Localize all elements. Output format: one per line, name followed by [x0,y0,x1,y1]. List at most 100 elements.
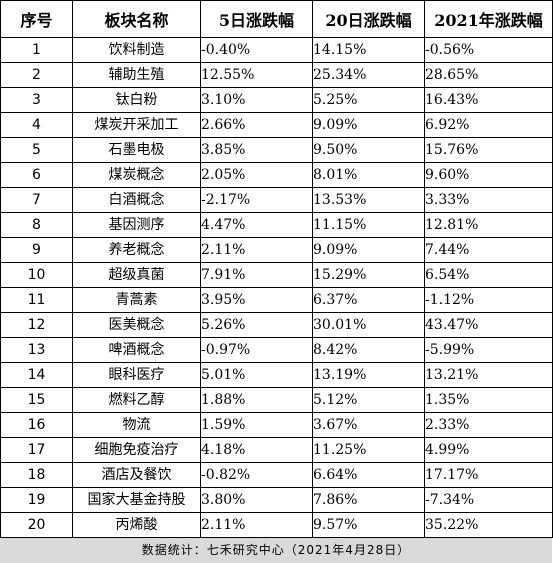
cell-sector-name: 国家大基金持股 [72,487,201,513]
cell-20day-change: 13.19% [312,362,425,388]
cell-5day-change: 3.80% [200,487,313,513]
cell-5day-change: 2.11% [200,512,313,538]
cell-5day-change: 4.47% [200,212,313,238]
cell-20day-change: 15.29% [312,262,425,288]
cell-5day-change: 12.55% [200,62,313,88]
cell-2021-change: -7.34% [424,487,553,513]
cell-seq: 4 [0,112,73,138]
header-row: 序号 板块名称 5日涨跌幅 20日涨跌幅 2021年涨跌幅 [0,0,553,38]
cell-sector-name: 啤酒概念 [72,337,201,363]
cell-20day-change: 9.50% [312,137,425,163]
cell-5day-change: -0.40% [200,37,313,63]
cell-sector-name: 燃料乙醇 [72,387,201,413]
table-row: 14 眼科医疗 5.01% 13.19% 13.21% [0,362,553,388]
table-row: 6 煤炭概念 2.05% 8.01% 9.60% [0,162,553,188]
table-row: 7 白酒概念 -2.17% 13.53% 3.33% [0,187,553,213]
cell-2021-change: 13.21% [424,362,553,388]
cell-20day-change: 3.67% [312,412,425,438]
cell-seq: 16 [0,412,73,438]
cell-sector-name: 基因测序 [72,212,201,238]
cell-20day-change: 9.09% [312,112,425,138]
cell-5day-change: 2.05% [200,162,313,188]
cell-2021-change: 28.65% [424,62,553,88]
cell-sector-name: 白酒概念 [72,187,201,213]
cell-5day-change: 7.91% [200,262,313,288]
sector-performance-table: 序号 板块名称 5日涨跌幅 20日涨跌幅 2021年涨跌幅 1 饮料制造 -0.40… [0,0,553,538]
cell-2021-change: 7.44% [424,237,553,263]
cell-2021-change: 2.33% [424,412,553,438]
cell-20day-change: 8.42% [312,337,425,363]
table-row: 4 煤炭开采加工 2.66% 9.09% 6.92% [0,112,553,138]
cell-5day-change: 1.59% [200,412,313,438]
cell-2021-change: 17.17% [424,462,553,488]
cell-sector-name: 辅助生殖 [72,62,201,88]
cell-sector-name: 养老概念 [72,237,201,263]
cell-20day-change: 7.86% [312,487,425,513]
cell-sector-name: 物流 [72,412,201,438]
cell-sector-name: 超级真菌 [72,262,201,288]
header-sector-name: 板块名称 [72,0,201,38]
header-2021-change: 2021年涨跌幅 [424,0,553,38]
cell-5day-change: 5.26% [200,312,313,338]
cell-sector-name: 细胞免疫治疗 [72,437,201,463]
cell-seq: 19 [0,487,73,513]
cell-2021-change: 6.54% [424,262,553,288]
cell-sector-name: 煤炭开采加工 [72,112,201,138]
cell-seq: 17 [0,437,73,463]
cell-seq: 8 [0,212,73,238]
cell-20day-change: 9.09% [312,237,425,263]
cell-sector-name: 丙烯酸 [72,512,201,538]
cell-seq: 11 [0,287,73,313]
cell-2021-change: 1.35% [424,387,553,413]
cell-5day-change: -0.82% [200,462,313,488]
cell-2021-change: 35.22% [424,512,553,538]
cell-seq: 12 [0,312,73,338]
table-row: 11 青蒿素 3.95% 6.37% -1.12% [0,287,553,313]
table-row: 8 基因测序 4.47% 11.15% 12.81% [0,212,553,238]
cell-20day-change: 8.01% [312,162,425,188]
cell-seq: 18 [0,462,73,488]
cell-5day-change: 2.66% [200,112,313,138]
cell-5day-change: -2.17% [200,187,313,213]
cell-seq: 1 [0,37,73,63]
cell-seq: 5 [0,137,73,163]
table-row: 19 国家大基金持股 3.80% 7.86% -7.34% [0,487,553,513]
cell-seq: 3 [0,87,73,113]
cell-2021-change: 9.60% [424,162,553,188]
table-row: 13 啤酒概念 -0.97% 8.42% -5.99% [0,337,553,363]
cell-seq: 20 [0,512,73,538]
cell-5day-change: 1.88% [200,387,313,413]
cell-seq: 14 [0,362,73,388]
cell-5day-change: 3.85% [200,137,313,163]
cell-2021-change: -0.56% [424,37,553,63]
cell-2021-change: -1.12% [424,287,553,313]
table-row: 18 酒店及餐饮 -0.82% 6.64% 17.17% [0,462,553,488]
header-seq: 序号 [0,0,73,38]
cell-2021-change: 4.99% [424,437,553,463]
cell-20day-change: 5.12% [312,387,425,413]
cell-sector-name: 酒店及餐饮 [72,462,201,488]
cell-20day-change: 5.25% [312,87,425,113]
cell-sector-name: 眼科医疗 [72,362,201,388]
table-row: 12 医美概念 5.26% 30.01% 43.47% [0,312,553,338]
table-row: 1 饮料制造 -0.40% 14.15% -0.56% [0,37,553,63]
cell-sector-name: 饮料制造 [72,37,201,63]
cell-seq: 6 [0,162,73,188]
cell-sector-name: 医美概念 [72,312,201,338]
table-row: 2 辅助生殖 12.55% 25.34% 28.65% [0,62,553,88]
cell-20day-change: 30.01% [312,312,425,338]
cell-20day-change: 11.15% [312,212,425,238]
table-row: 15 燃料乙醇 1.88% 5.12% 1.35% [0,387,553,413]
table-row: 9 养老概念 2.11% 9.09% 7.44% [0,237,553,263]
cell-5day-change: 5.01% [200,362,313,388]
cell-seq: 7 [0,187,73,213]
header-5day-change: 5日涨跌幅 [200,0,313,38]
cell-5day-change: -0.97% [200,337,313,363]
cell-5day-change: 3.10% [200,87,313,113]
cell-5day-change: 4.18% [200,437,313,463]
table-row: 17 细胞免疫治疗 4.18% 11.25% 4.99% [0,437,553,463]
cell-sector-name: 钛白粉 [72,87,201,113]
cell-sector-name: 石墨电极 [72,137,201,163]
cell-2021-change: 12.81% [424,212,553,238]
